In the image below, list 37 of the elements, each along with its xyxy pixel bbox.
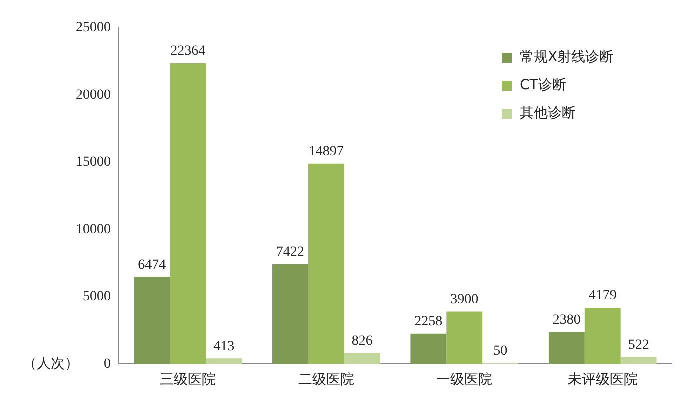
data-label: 4179	[588, 288, 617, 304]
bar	[410, 334, 447, 364]
legend-label: 其他诊断	[520, 106, 576, 122]
x-tick-label: 一级医院	[436, 372, 493, 388]
bar	[344, 353, 380, 364]
data-label: 50	[494, 344, 508, 360]
y-tick-label: 25000	[76, 20, 111, 36]
bar	[308, 164, 344, 364]
bar	[134, 277, 170, 364]
x-tick-label: 二级医院	[298, 372, 354, 388]
bar	[170, 63, 206, 364]
data-label: 2258	[414, 314, 443, 330]
y-tick-label: 10000	[76, 222, 111, 238]
bar	[548, 332, 585, 364]
bar	[446, 312, 483, 364]
y-tick-label: 20000	[76, 88, 111, 103]
data-label: 3900	[450, 292, 479, 308]
y-axis-title: （人次）	[23, 356, 79, 372]
bar	[584, 308, 621, 364]
y-tick-label: 0	[104, 356, 111, 372]
data-label: 6474	[138, 258, 166, 273]
data-label: 22364	[170, 44, 206, 60]
data-label: 826	[352, 334, 373, 349]
legend-label: CT诊断	[520, 78, 566, 94]
legend-label: 常规X射线诊断	[520, 50, 614, 66]
y-tick-label: 15000	[76, 155, 111, 170]
x-tick-label: 未评级医院	[568, 372, 638, 388]
data-label: 522	[628, 338, 650, 353]
bar	[206, 358, 242, 364]
data-label: 7422	[276, 245, 304, 260]
bar	[272, 264, 308, 364]
y-tick-label: 5000	[83, 290, 111, 305]
bar	[620, 357, 657, 364]
data-label: 14897	[308, 144, 344, 160]
x-tick-label: 三级医院	[160, 372, 216, 388]
data-label: 2380	[552, 312, 581, 328]
data-label: 413	[214, 339, 235, 354]
